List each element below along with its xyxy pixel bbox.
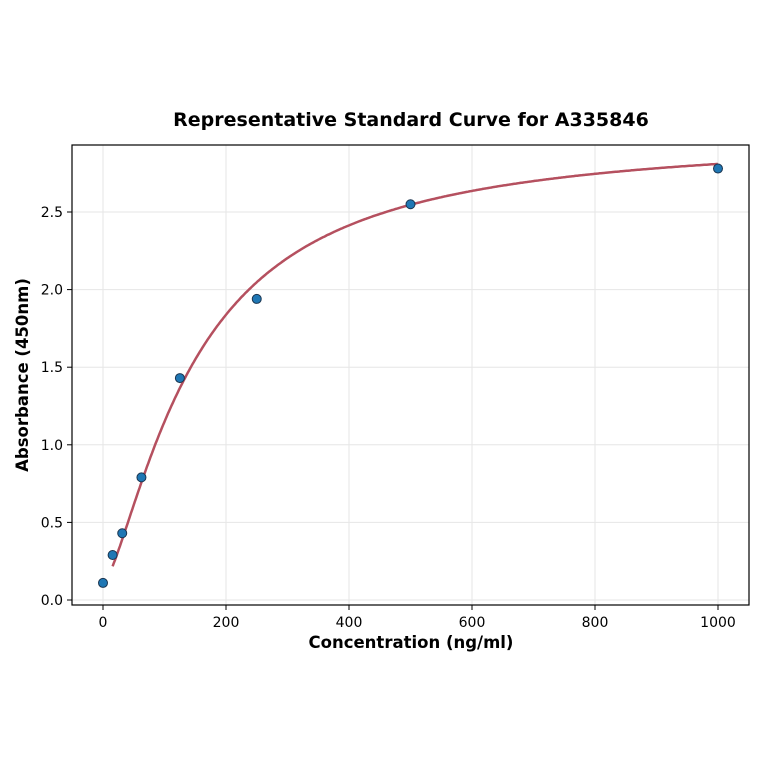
y-tick-label: 0.0 (41, 593, 63, 609)
plot-frame (71, 144, 750, 606)
x-tick-label: 1000 (700, 615, 736, 631)
data-point (713, 163, 723, 174)
x-axis-label: Concentration (ng/ml) (309, 633, 514, 652)
data-point (117, 528, 128, 539)
y-tick-label: 2.0 (41, 283, 63, 299)
y-axis: 0.0 0.5 1.0 1.5 2.0 2.5 (41, 205, 72, 609)
x-tick-label: 600 (459, 615, 486, 631)
y-tick-label: 1.0 (41, 438, 63, 454)
fit-curve (111, 162, 718, 567)
y-tick-label: 0.5 (41, 515, 63, 531)
chart-title: Representative Standard Curve for A33584… (173, 109, 649, 131)
y-tick-label: 2.5 (41, 205, 63, 221)
x-tick-label: 800 (582, 615, 609, 631)
data-points (98, 163, 723, 588)
x-tick-label: 200 (213, 615, 240, 631)
data-point (136, 472, 147, 483)
data-point (251, 293, 262, 304)
data-point (98, 577, 108, 588)
x-axis: 0 200 400 600 800 1000 (99, 605, 736, 631)
data-point (174, 373, 185, 384)
x-tick-label: 0 (99, 615, 108, 631)
y-axis-label: Absorbance (450nm) (13, 278, 32, 472)
data-point (107, 549, 118, 560)
grid (72, 145, 749, 605)
data-point (405, 199, 416, 210)
y-tick-label: 1.5 (41, 360, 63, 376)
x-tick-label: 400 (336, 615, 363, 631)
